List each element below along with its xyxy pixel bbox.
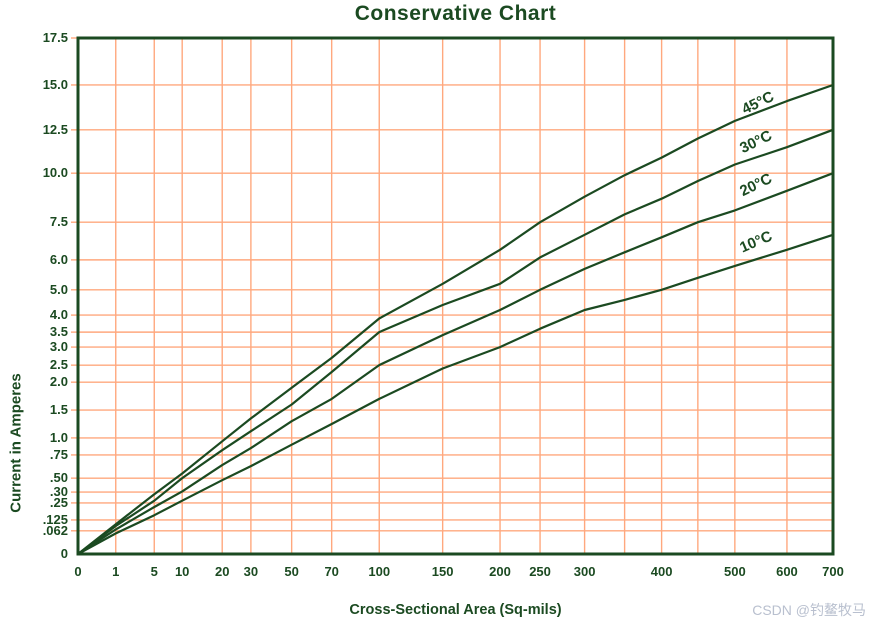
y-tick-label: 1.0 xyxy=(49,429,68,445)
y-tick-label: 5.0 xyxy=(49,281,68,297)
y-tick-label: 4.0 xyxy=(49,307,68,323)
y-tick-label: 0 xyxy=(60,546,68,561)
curve-30c xyxy=(76,128,835,556)
x-tick-label: 30 xyxy=(243,564,259,579)
curve-45c xyxy=(76,83,835,556)
x-tick-label: 1 xyxy=(112,564,120,579)
y-tick-label: 1.5 xyxy=(49,402,68,418)
x-tick-label: 400 xyxy=(650,564,673,579)
y-tick-label: .125 xyxy=(42,511,68,527)
curves xyxy=(76,83,835,556)
y-tick-label: 12.5 xyxy=(42,121,68,137)
x-tick-label: 250 xyxy=(529,564,551,579)
y-tick-label: 3.0 xyxy=(49,339,68,355)
y-tick-label: 15.0 xyxy=(42,76,68,92)
x-tick-label: 100 xyxy=(368,564,391,579)
y-tick-label: 10.0 xyxy=(42,165,68,181)
x-axis-title: Cross-Sectional Area (Sq-mils) xyxy=(349,602,562,618)
chart-title: Conservative Chart xyxy=(354,2,557,25)
y-tick-label: .30 xyxy=(49,484,68,500)
y-tick-label: 6.0 xyxy=(49,251,68,267)
x-tick-label: 300 xyxy=(573,564,596,579)
y-tick-label: .75 xyxy=(49,446,68,462)
y-tick-label: 3.5 xyxy=(49,324,68,340)
y-tick-label: .25 xyxy=(49,494,68,510)
y-axis-title: Current in Amperes xyxy=(7,373,25,513)
y-tick-label: 7.5 xyxy=(49,214,68,230)
x-tick-label: 70 xyxy=(324,564,339,579)
curve-10c xyxy=(76,233,835,556)
x-tick-label: 700 xyxy=(822,564,844,579)
y-tick-label: .062 xyxy=(42,522,68,538)
x-tick-label: 20 xyxy=(214,564,230,579)
x-tick-label: 500 xyxy=(723,564,746,579)
y-tick-label: 2.5 xyxy=(49,357,68,373)
x-tick-label: 5 xyxy=(150,564,158,579)
x-tick-label: 200 xyxy=(489,564,511,579)
x-tick-label: 150 xyxy=(431,564,454,579)
x-tick-label: 0 xyxy=(74,564,82,579)
y-tick-label: 17.5 xyxy=(42,30,68,45)
plot-border xyxy=(76,36,835,556)
y-tick-label: 2.0 xyxy=(49,374,68,390)
x-tick-label: 600 xyxy=(776,564,798,579)
y-tick-label: .50 xyxy=(49,470,68,486)
x-tick-label: 50 xyxy=(284,564,299,579)
curve-20c xyxy=(76,172,835,556)
watermark: CSDN @钓鳌牧马 xyxy=(752,602,866,618)
x-tick-label: 10 xyxy=(174,564,190,579)
